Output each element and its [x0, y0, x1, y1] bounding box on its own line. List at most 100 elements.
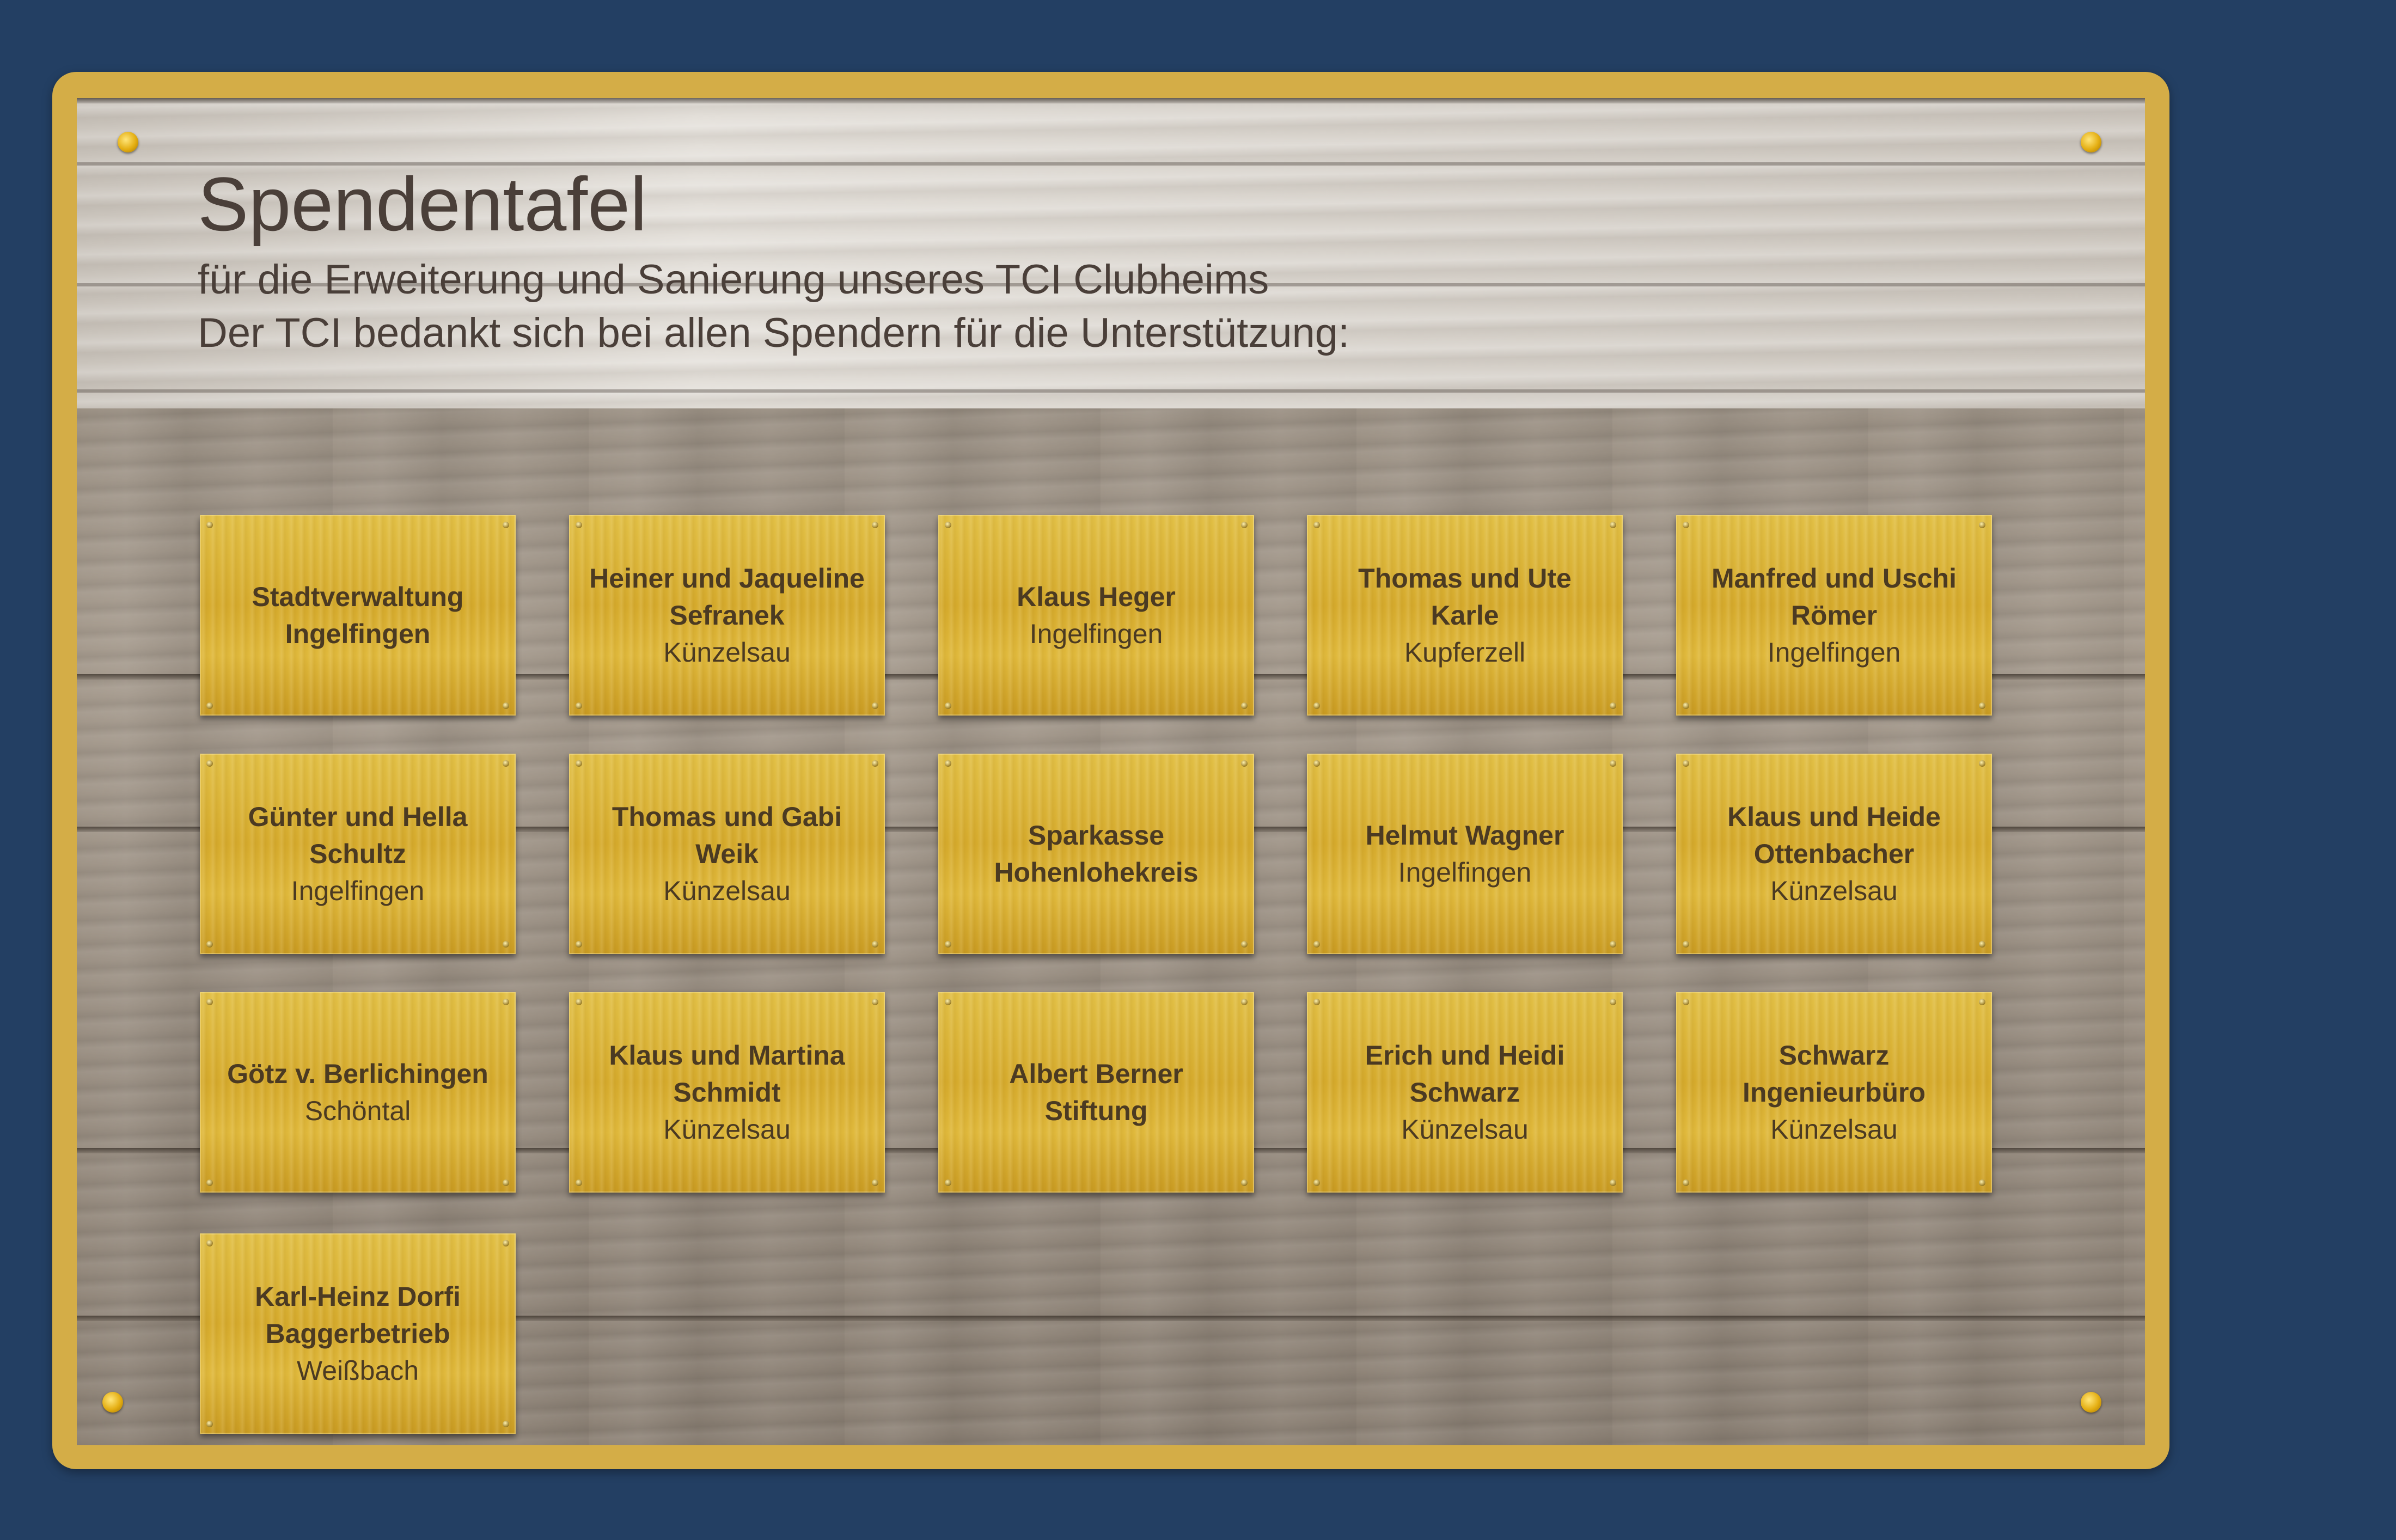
- rivet-icon: [1313, 702, 1320, 709]
- rivet-icon: [1683, 522, 1689, 528]
- rivet-icon: [945, 999, 951, 1005]
- rivet-icon: [503, 1180, 509, 1186]
- rivet-icon: [1979, 760, 1985, 767]
- donor-name: Hohenlohekreis: [994, 857, 1199, 888]
- donor-place: Kupferzell: [1404, 637, 1526, 668]
- rivet-icon: [872, 941, 878, 948]
- rivet-icon: [576, 522, 582, 528]
- rivet-icon: [1313, 522, 1320, 528]
- donor-plaque: Sparkasse Hohenlohekreis: [938, 754, 1254, 954]
- rivet-icon: [1683, 1180, 1689, 1186]
- donor-name: Günter und Hella: [248, 802, 468, 832]
- donor-plaque: Günter und Hella Schultz Ingelfingen: [200, 754, 516, 954]
- wood-board: Spendentafel für die Erweiterung und San…: [77, 98, 2145, 1445]
- donor-name: Weik: [695, 839, 759, 869]
- donor-name: Sparkasse: [1028, 820, 1165, 851]
- rivet-icon: [1313, 941, 1320, 948]
- rivet-icon: [1241, 941, 1248, 948]
- donor-name: Römer: [1790, 600, 1878, 631]
- rivet-icon: [1683, 941, 1689, 948]
- donor-plaque: Klaus und Martina Schmidt Künzelsau: [569, 992, 885, 1193]
- donor-name: Karl-Heinz Dorfi: [255, 1281, 461, 1312]
- rivet-icon: [945, 1180, 951, 1186]
- page-title: Spendentafel: [198, 161, 647, 247]
- rivet-icon: [1610, 999, 1616, 1005]
- rivet-icon: [872, 522, 878, 528]
- rivet-icon: [1979, 1180, 1985, 1186]
- rivet-icon: [576, 999, 582, 1005]
- donor-name: Götz v. Berlichingen: [227, 1059, 488, 1089]
- donor-name: Erich und Heidi: [1365, 1040, 1565, 1071]
- rivet-icon: [503, 522, 509, 528]
- rivet-icon: [1313, 1180, 1320, 1186]
- donor-name: Helmut Wagner: [1365, 820, 1564, 851]
- donor-plaque: Thomas und Ute Karle Kupferzell: [1307, 515, 1623, 716]
- donor-place: Künzelsau: [1770, 876, 1898, 906]
- rivet-icon: [1313, 999, 1320, 1005]
- donor-plaque: Schwarz Ingenieurbüro Künzelsau: [1676, 992, 1992, 1193]
- rivet-icon: [1979, 522, 1985, 528]
- donor-plaque: Stadtverwaltung Ingelfingen: [200, 515, 516, 716]
- subtitle-line-1: für die Erweiterung und Sanierung unsere…: [198, 256, 1269, 303]
- rivet-icon: [576, 760, 582, 767]
- donor-name: Thomas und Gabi: [612, 802, 842, 832]
- donor-name: Stadtverwaltung: [252, 582, 464, 612]
- rivet-icon: [872, 760, 878, 767]
- rivet-icon: [1979, 941, 1985, 948]
- donor-name: Thomas und Ute: [1358, 563, 1572, 594]
- rivet-icon: [1683, 760, 1689, 767]
- donor-place: Künzelsau: [1401, 1114, 1529, 1145]
- rivet-icon: [1241, 702, 1248, 709]
- rivet-icon: [1610, 760, 1616, 767]
- donor-place: Künzelsau: [663, 1114, 791, 1145]
- rivet-icon: [206, 1421, 213, 1427]
- rivet-icon: [1241, 522, 1248, 528]
- donor-name: Schultz: [309, 839, 406, 869]
- rivet-icon: [1683, 702, 1689, 709]
- rivet-icon: [945, 941, 951, 948]
- donor-plaque: Manfred und Uschi Römer Ingelfingen: [1676, 515, 1992, 716]
- donor-plaque: Helmut Wagner Ingelfingen: [1307, 754, 1623, 954]
- donor-plaque: Erich und Heidi Schwarz Künzelsau: [1307, 992, 1623, 1193]
- rivet-icon: [945, 522, 951, 528]
- plank-seam: [77, 98, 2145, 103]
- donor-name: Ingelfingen: [285, 619, 431, 649]
- plank-seam: [77, 389, 2145, 393]
- rivet-icon: [872, 702, 878, 709]
- rivet-icon: [1241, 1180, 1248, 1186]
- donor-plaque: Albert Berner Stiftung: [938, 992, 1254, 1193]
- donor-place: Schöntal: [304, 1096, 411, 1126]
- rivet-icon: [206, 1180, 213, 1186]
- rivet-icon: [206, 1240, 213, 1246]
- screw-icon: [2081, 1392, 2101, 1413]
- donor-name: Klaus und Martina: [609, 1040, 845, 1071]
- rivet-icon: [1979, 999, 1985, 1005]
- donor-name: Ingenieurbüro: [1742, 1077, 1926, 1108]
- rivet-icon: [503, 941, 509, 948]
- rivet-icon: [206, 702, 213, 709]
- rivet-icon: [1241, 760, 1248, 767]
- rivet-icon: [503, 760, 509, 767]
- rivet-icon: [1979, 702, 1985, 709]
- donor-plaque: Karl-Heinz Dorfi Baggerbetrieb Weißbach: [200, 1233, 516, 1434]
- rivet-icon: [1313, 760, 1320, 767]
- donor-name: Stiftung: [1044, 1096, 1148, 1126]
- screw-icon: [118, 132, 138, 152]
- donor-name: Klaus und Heide: [1727, 802, 1941, 832]
- donor-name: Heiner und Jaqueline: [589, 563, 865, 594]
- donor-place: Künzelsau: [663, 876, 791, 906]
- rivet-icon: [576, 702, 582, 709]
- donor-name: Ottenbacher: [1753, 839, 1915, 869]
- rivet-icon: [1610, 522, 1616, 528]
- rivet-icon: [1610, 702, 1616, 709]
- donor-place: Ingelfingen: [1398, 857, 1532, 888]
- donor-place: Weißbach: [296, 1355, 419, 1386]
- donor-name: Schmidt: [673, 1077, 781, 1108]
- plank-seam: [77, 162, 2145, 166]
- donor-place: Ingelfingen: [1029, 619, 1163, 649]
- rivet-icon: [576, 941, 582, 948]
- rivet-icon: [503, 702, 509, 709]
- rivet-icon: [872, 1180, 878, 1186]
- sign-frame: Spendentafel für die Erweiterung und San…: [52, 72, 2169, 1469]
- rivet-icon: [576, 1180, 582, 1186]
